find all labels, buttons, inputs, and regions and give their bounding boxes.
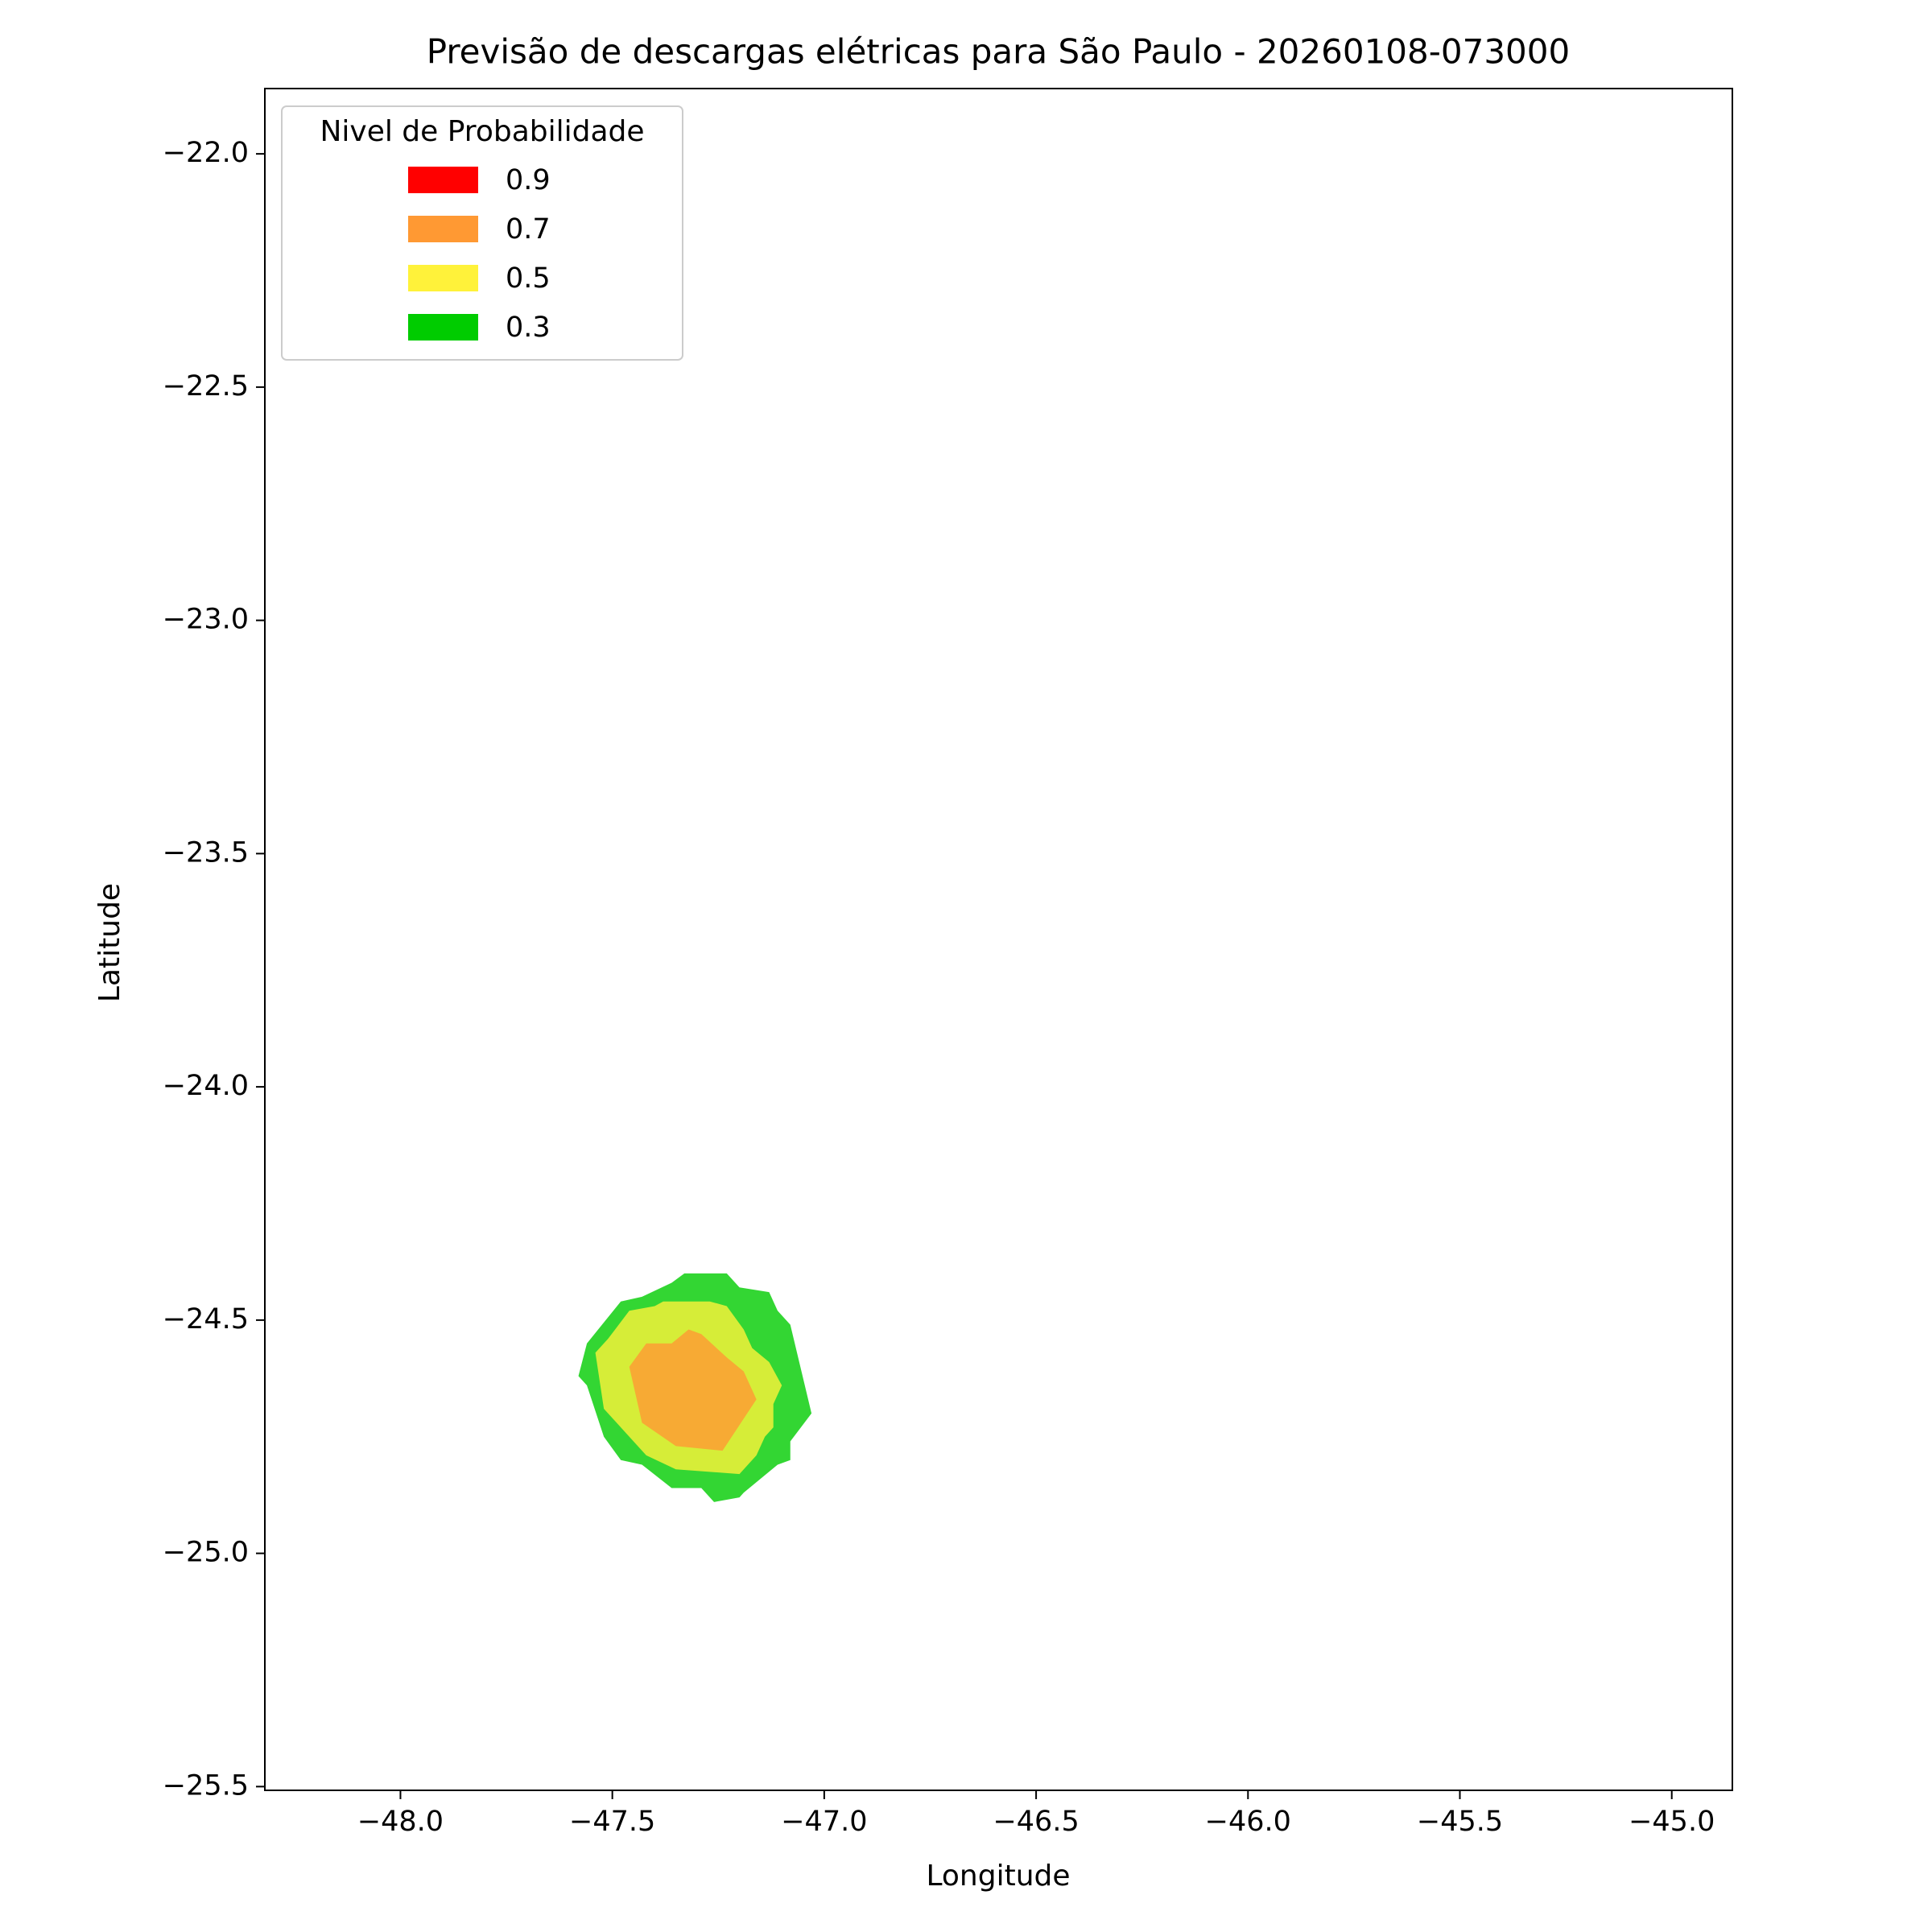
y-axis-label: Latitude xyxy=(93,883,126,1002)
y-tick-label: −24.0 xyxy=(163,1070,249,1102)
contour-region xyxy=(629,1329,757,1451)
legend-label: 0.5 xyxy=(506,262,551,295)
x-tick-label: −46.0 xyxy=(1205,1806,1291,1838)
y-tick-label: −24.5 xyxy=(163,1303,249,1335)
legend-label: 0.9 xyxy=(506,164,551,196)
legend-title: Nivel de Probabilidade xyxy=(320,115,644,148)
x-tick-label: −45.5 xyxy=(1417,1806,1503,1838)
plot-frame xyxy=(264,88,1733,1791)
y-tick-label: −22.0 xyxy=(163,137,249,169)
x-tick-label: −48.0 xyxy=(357,1806,444,1838)
legend-swatch xyxy=(408,167,478,193)
legend-label: 0.3 xyxy=(506,312,551,344)
legend-box xyxy=(281,105,683,361)
y-tick-label: −23.5 xyxy=(163,836,249,869)
y-tick-label: −22.5 xyxy=(163,370,249,402)
x-tick-label: −47.5 xyxy=(569,1806,655,1838)
legend-swatch xyxy=(408,265,478,291)
y-tick-label: −25.5 xyxy=(163,1769,249,1802)
y-tick-label: −23.0 xyxy=(163,604,249,636)
legend-swatch xyxy=(408,314,478,341)
x-tick-label: −45.0 xyxy=(1629,1806,1715,1838)
y-tick-label: −25.0 xyxy=(163,1537,249,1569)
chart-title: Previsão de descargas elétricas para São… xyxy=(427,32,1570,72)
x-axis-label: Longitude xyxy=(926,1860,1070,1893)
legend-swatch xyxy=(408,216,478,242)
x-tick-label: −46.5 xyxy=(993,1806,1079,1838)
legend-label: 0.7 xyxy=(506,213,551,246)
x-tick-label: −47.0 xyxy=(781,1806,867,1838)
